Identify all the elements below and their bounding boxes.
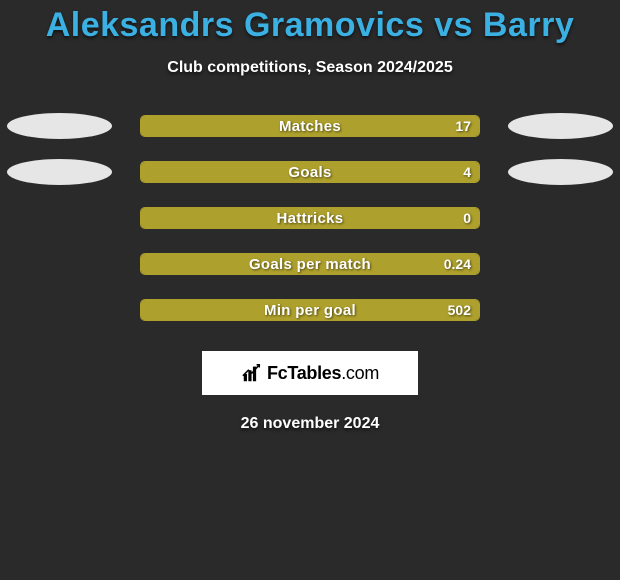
page-title: Aleksandrs Gramovics vs Barry: [0, 0, 620, 45]
branding-text: FcTables.com: [267, 363, 379, 384]
stat-bar: Matches17: [140, 115, 480, 137]
stat-row: Goals per match0.24: [0, 253, 620, 275]
stat-label: Goals per match: [141, 254, 479, 274]
player-left-marker: [7, 159, 112, 185]
stat-value: 0.24: [444, 254, 471, 274]
stat-value: 0: [463, 208, 471, 228]
stat-label: Matches: [141, 116, 479, 136]
branding-box: FcTables.com: [202, 351, 418, 395]
stat-value: 4: [463, 162, 471, 182]
stat-value: 17: [455, 116, 471, 136]
stat-value: 502: [448, 300, 471, 320]
bar-chart-icon: [241, 362, 263, 384]
stat-bar: Min per goal502: [140, 299, 480, 321]
page-subtitle: Club competitions, Season 2024/2025: [0, 59, 620, 77]
stat-row: Matches17: [0, 115, 620, 137]
player-right-marker: [508, 113, 613, 139]
stat-row: Goals4: [0, 161, 620, 183]
stat-row: Min per goal502: [0, 299, 620, 321]
stat-label: Goals: [141, 162, 479, 182]
stat-bar: Hattricks0: [140, 207, 480, 229]
player-right-marker: [508, 159, 613, 185]
comparison-chart: Matches17 Goals4 Hattricks0 Goals per match…: [0, 115, 620, 321]
stat-label: Min per goal: [141, 300, 479, 320]
stat-row: Hattricks0: [0, 207, 620, 229]
player-left-marker: [7, 113, 112, 139]
stat-bar: Goals4: [140, 161, 480, 183]
footer-date: 26 november 2024: [0, 415, 620, 433]
stat-label: Hattricks: [141, 208, 479, 228]
stat-bar: Goals per match0.24: [140, 253, 480, 275]
